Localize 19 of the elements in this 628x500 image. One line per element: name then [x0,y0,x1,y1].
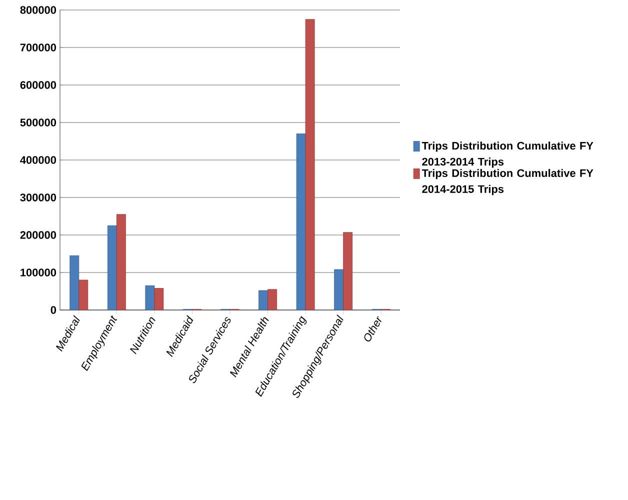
y-tick-label: 400000 [20,156,56,164]
y-tick-label: 300000 [20,194,56,202]
y-tick-label: 100000 [20,268,56,276]
legend-label: Trips Distribution Cumulative FY 2013-2014 Trips [422,142,594,168]
bar [343,232,353,310]
bar [268,289,277,310]
y-tick-label: 600000 [20,81,56,89]
bar [78,280,88,310]
y-tick-label: 200000 [20,231,56,239]
y-tick-label: 500000 [20,118,56,126]
y-tick-label: 700000 [20,44,56,52]
bar [258,290,268,310]
bar [70,255,80,310]
bar [116,214,126,310]
legend-label: Trips Distribution Cumulative FY 2014-2015 Trips [422,168,594,196]
bar [334,269,344,310]
y-tick-label: 0 [50,306,56,314]
bar [107,225,117,310]
y-tick-label: 800000 [20,6,56,14]
